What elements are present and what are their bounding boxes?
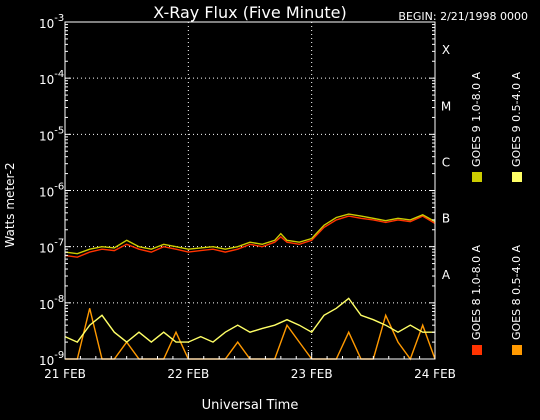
x-axis-label: Universal Time [202, 398, 299, 413]
x-tick-label: 22 FEB [167, 367, 209, 381]
legend-swatch [512, 172, 522, 182]
flare-class-m: M [441, 99, 451, 113]
y-axis-label: Watts meter-2 [3, 162, 17, 247]
series-line-3 [64, 297, 435, 343]
legend-label: GOES 9 1.0-8.0 A [470, 71, 483, 167]
legend-swatch [512, 345, 522, 355]
flare-class-labels: X M C B A [441, 43, 451, 282]
x-tick-label: 24 FEB [414, 367, 456, 381]
flare-class-b: B [442, 212, 450, 226]
legend-label: GOES 8 0.5-4.0 A [510, 244, 523, 340]
legend-swatch [472, 345, 482, 355]
flare-class-c: C [442, 155, 450, 169]
series-line-2 [64, 213, 436, 255]
legend-label: GOES 9 0.5-4.0 A [510, 71, 523, 167]
x-tick-label: 21 FEB [44, 367, 86, 381]
series-line-0 [64, 215, 436, 258]
x-tick-label: 23 FEB [291, 367, 333, 381]
flare-class-x: X [442, 43, 450, 57]
begin-label: BEGIN: 2/21/1998 0000 [398, 10, 528, 23]
legend-label: GOES 8 1.0-8.0 A [470, 244, 483, 340]
legend-swatch [472, 172, 482, 182]
flare-class-a: A [442, 268, 451, 282]
legend: GOES 8 1.0-8.0 A GOES 9 1.0-8.0 A GOES 8 0… [470, 71, 523, 355]
chart-title: X-Ray Flux (Five Minute) [153, 3, 346, 22]
gridlines [65, 22, 435, 359]
x-axis-ticks: 21 FEB 22 FEB 23 FEB 24 FEB [44, 352, 456, 381]
